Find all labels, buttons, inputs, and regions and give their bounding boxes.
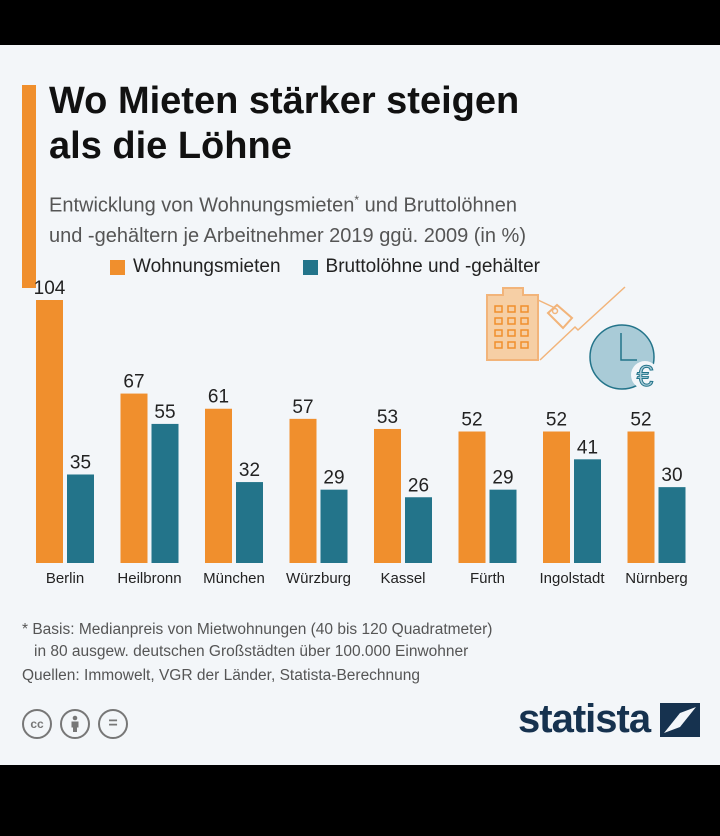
bar-wages-berlin (67, 474, 94, 563)
data-label: 67 (123, 372, 144, 393)
legend-item-rent: Wohnungsmieten (110, 256, 281, 278)
data-label: 57 (292, 397, 313, 418)
nd-icon[interactable]: = (98, 709, 128, 739)
subtitle-part: und Bruttolöhnen (359, 194, 517, 217)
statista-logo[interactable]: statista (518, 697, 701, 742)
legend: Wohnungsmieten Bruttolöhne und -gehälter (110, 256, 540, 278)
bar-rent-münchen (205, 408, 232, 563)
legend-item-wages: Bruttolöhne und -gehälter (302, 256, 540, 278)
data-label: 61 (208, 387, 229, 408)
bar-wages-fürth (489, 489, 517, 563)
legend-label-wages: Bruttolöhne und -gehälter (325, 256, 540, 277)
title-line-2: als die Löhne (49, 125, 292, 167)
data-label: 26 (408, 475, 429, 496)
legend-swatch-rent (110, 259, 125, 275)
footnote-marker: * (354, 193, 360, 207)
x-tick-label: München (203, 570, 265, 587)
legend-label-rent: Wohnungsmieten (133, 256, 281, 277)
statista-mark-icon (660, 702, 701, 737)
data-label: 29 (492, 468, 513, 489)
nd-label: = (108, 715, 118, 732)
bar-rent-kassel (374, 428, 401, 563)
data-label: 52 (461, 410, 482, 431)
title-accent-bar (22, 85, 36, 288)
footnotes: * Basis: Medianpreis von Mietwohnungen (… (22, 619, 492, 687)
person-icon (71, 715, 79, 732)
footnote-line-1: * Basis: Medianpreis von Mietwohnungen (… (22, 621, 493, 638)
bar-wages-kassel (405, 497, 432, 563)
bar-rent-berlin (36, 300, 63, 563)
footnote-line-2: in 80 ausgew. deutschen Großstädten über… (34, 643, 469, 660)
infographic-card: Wo Mieten stärker steigen als die Löhne … (0, 45, 720, 765)
bar-wages-nürnberg (658, 487, 686, 563)
price-tag-icon (537, 299, 574, 330)
bar-rent-ingolstadt (543, 431, 570, 563)
data-label: 52 (630, 410, 651, 431)
x-tick-label: Ingolstadt (539, 570, 605, 587)
data-label: 35 (70, 452, 91, 473)
x-tick-label: Berlin (46, 570, 84, 587)
data-label: 32 (239, 460, 260, 481)
bar-wages-würzburg (320, 489, 348, 563)
x-tick-label: Kassel (380, 570, 425, 587)
chart-subtitle: Entwicklung von Wohnungsmieten* und Brut… (49, 185, 526, 251)
x-tick-label: Heilbronn (117, 570, 181, 587)
svg-text:€: € (637, 360, 654, 393)
x-tick-label: Fürth (470, 570, 505, 587)
rent-wage-illustration-icon: € (486, 286, 659, 394)
building-icon (486, 287, 539, 361)
bar-wages-ingolstadt (574, 459, 601, 563)
clock-euro-icon: € (589, 324, 659, 394)
data-label: 30 (661, 465, 682, 486)
legend-swatch-wages (302, 259, 318, 275)
data-label: 53 (377, 407, 398, 428)
data-label: 104 (34, 278, 66, 299)
bar-wages-münchen (236, 482, 263, 563)
x-tick-label: Würzburg (286, 570, 351, 587)
title-line-1: Wo Mieten stärker steigen (49, 80, 520, 122)
data-label: 29 (323, 468, 344, 489)
subtitle-line-2: und -gehältern je Arbeitnehmer 2019 ggü.… (49, 224, 526, 247)
chart-title: Wo Mieten stärker steigen als die Löhne (49, 79, 519, 169)
data-label: 41 (577, 437, 598, 458)
bar-rent-fürth (458, 431, 486, 563)
data-label: 55 (154, 402, 175, 423)
bar-rent-nürnberg (627, 431, 655, 563)
cc-icon[interactable]: cc (22, 709, 52, 739)
cc-label: cc (30, 717, 44, 731)
bar-wages-heilbronn (151, 423, 179, 563)
data-label: 52 (546, 410, 567, 431)
trend-line-icon (539, 286, 626, 361)
subtitle-part: Entwicklung von Wohnungsmieten (49, 194, 355, 217)
x-tick-label: Nürnberg (625, 570, 688, 587)
sources-text: Quellen: Immowelt, VGR der Länder, Stati… (22, 667, 421, 684)
bar-rent-würzburg (289, 418, 317, 563)
brand-name: statista (518, 697, 651, 741)
bar-rent-heilbronn (120, 393, 148, 563)
by-icon[interactable] (60, 709, 90, 739)
license-badges: cc = (22, 709, 128, 739)
bar-chart: € 104 35 Berlin 67 55 Heilbronn 61 32 München 57 2… (34, 278, 688, 587)
